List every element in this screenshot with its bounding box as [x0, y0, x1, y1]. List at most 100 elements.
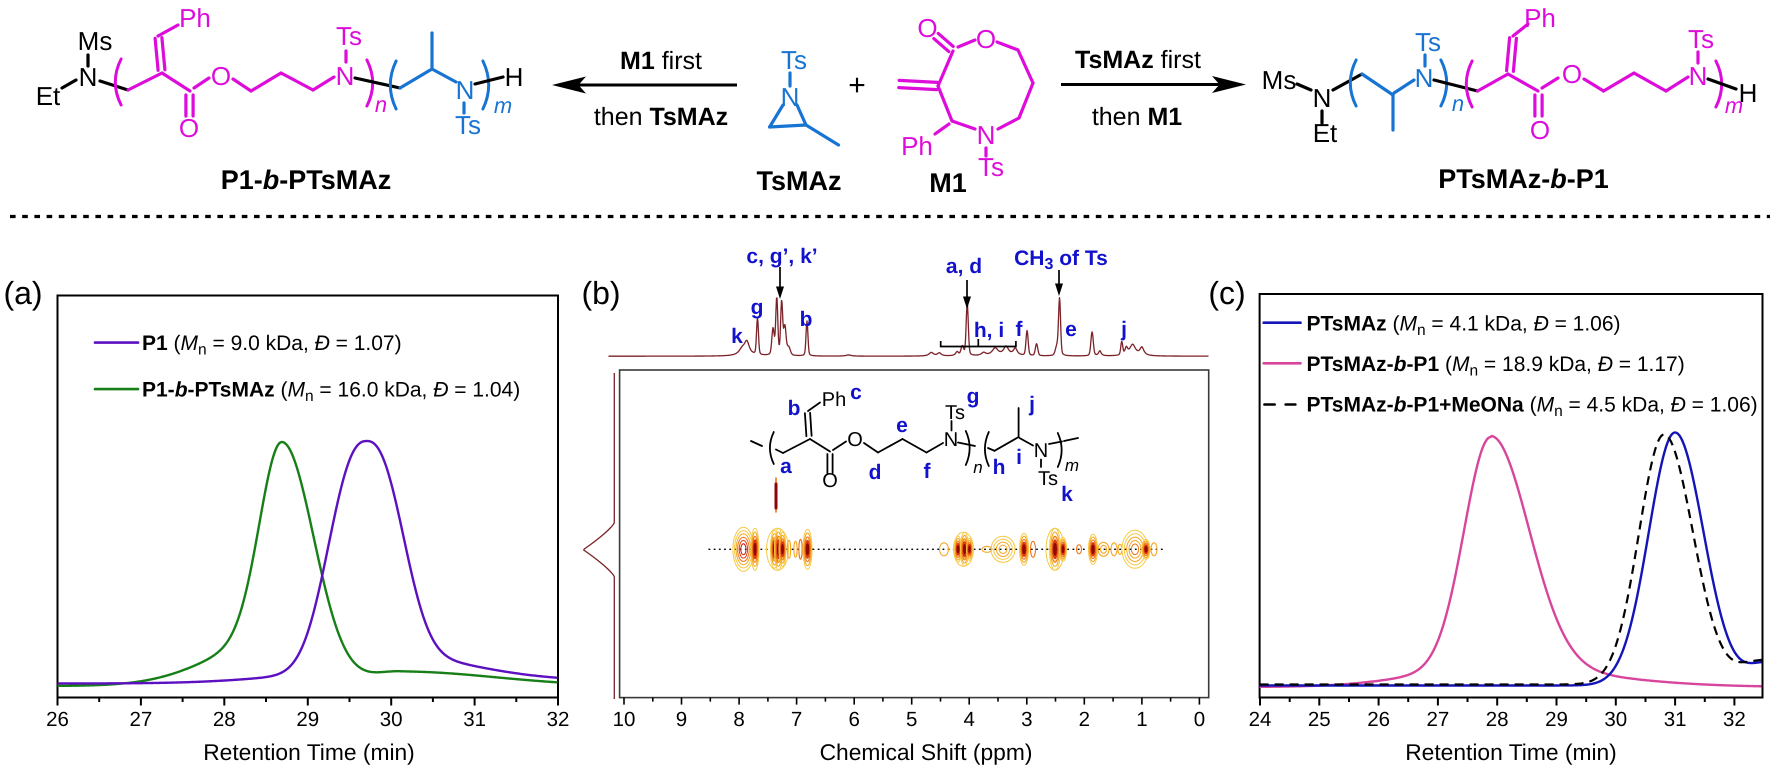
svg-text:27: 27 [129, 708, 152, 731]
svg-text:PTsMAz-b-P1+MeONa (Mn = 4.5 kD: PTsMAz-b-P1+MeONa (Mn = 4.5 kDa, Đ = 1.0… [1307, 394, 1758, 421]
svg-text:M1 first: M1 first [620, 47, 702, 75]
svg-text:29: 29 [1545, 708, 1568, 731]
svg-text:b: b [788, 397, 801, 420]
svg-text:7: 7 [791, 708, 802, 731]
svg-text:28: 28 [213, 708, 236, 731]
svg-text:Ts: Ts [781, 45, 807, 75]
svg-text:H: H [505, 62, 524, 92]
svg-text:(b): (b) [581, 275, 620, 311]
svg-text:31: 31 [1664, 708, 1687, 731]
svg-text:N: N [1415, 63, 1434, 93]
svg-text:m: m [1065, 456, 1079, 475]
svg-text:25: 25 [1308, 708, 1331, 731]
svg-text:N: N [336, 61, 355, 91]
svg-text:Ph: Ph [1524, 3, 1556, 33]
svg-text:31: 31 [463, 708, 486, 731]
svg-text:TsMAz first: TsMAz first [1075, 46, 1201, 74]
svg-text:5: 5 [906, 708, 917, 731]
svg-text:h, i: h, i [974, 319, 1004, 342]
svg-text:(a): (a) [3, 275, 42, 311]
svg-text:P1-b-PTsMAz: P1-b-PTsMAz [221, 165, 392, 195]
svg-text:Ts: Ts [1415, 27, 1441, 57]
svg-text:H: H [1739, 78, 1758, 108]
svg-text:Et: Et [1313, 118, 1338, 148]
svg-text:30: 30 [380, 708, 403, 731]
svg-text:26: 26 [1367, 708, 1390, 731]
svg-text:P1 (Mn = 9.0 kDa, Đ = 1.07): P1 (Mn = 9.0 kDa, Đ = 1.07) [142, 332, 402, 359]
svg-text:N: N [977, 120, 996, 150]
svg-text:g: g [967, 385, 980, 408]
svg-text:N: N [1034, 440, 1048, 462]
svg-text:PTsMAz-b-P1 (Mn = 18.9 kDa, Đ: PTsMAz-b-P1 (Mn = 18.9 kDa, Đ = 1.17) [1307, 353, 1685, 380]
svg-text:Ts: Ts [336, 21, 362, 51]
svg-text:M1: M1 [929, 168, 967, 198]
svg-text:N: N [456, 75, 475, 105]
svg-text:27: 27 [1426, 708, 1449, 731]
svg-text:Ts: Ts [1688, 24, 1714, 54]
svg-text:PTsMAz-b-P1: PTsMAz-b-P1 [1438, 164, 1609, 194]
svg-text:Ph: Ph [822, 389, 846, 411]
svg-text:Ts: Ts [978, 152, 1004, 182]
svg-text:a: a [780, 455, 792, 478]
svg-text:n: n [375, 92, 387, 117]
svg-text:O: O [917, 13, 937, 43]
svg-text:Ph: Ph [901, 131, 933, 161]
svg-text:N: N [79, 62, 98, 92]
svg-text:O: O [211, 61, 231, 91]
svg-text:28: 28 [1486, 708, 1509, 731]
svg-text:g: g [751, 296, 764, 319]
svg-text:(c): (c) [1208, 275, 1245, 311]
svg-text:Ms: Ms [78, 26, 113, 56]
svg-text:O: O [179, 113, 199, 143]
svg-text:8: 8 [733, 708, 744, 731]
svg-text:then TsMAz: then TsMAz [594, 103, 728, 131]
svg-text:c: c [850, 381, 862, 404]
svg-text:O: O [1530, 115, 1550, 145]
svg-text:j: j [1028, 393, 1035, 416]
svg-text:Ts: Ts [455, 110, 481, 140]
svg-text:f: f [1016, 318, 1024, 341]
svg-text:h: h [993, 456, 1006, 479]
svg-text:N: N [1689, 61, 1708, 91]
svg-text:TsMAz: TsMAz [757, 166, 842, 196]
svg-text:c, g’, k’: c, g’, k’ [746, 245, 817, 268]
svg-text:Retention Time (min): Retention Time (min) [1405, 739, 1617, 765]
svg-text:O: O [976, 24, 996, 54]
svg-text:0: 0 [1194, 708, 1205, 731]
svg-text:9: 9 [676, 708, 687, 731]
svg-text:n: n [973, 458, 982, 477]
svg-text:a, d: a, d [946, 255, 982, 278]
svg-text:+: + [848, 69, 866, 102]
svg-text:Ts: Ts [945, 402, 965, 424]
svg-text:m: m [1725, 93, 1743, 118]
svg-text:PTsMAz (Mn = 4.1 kDa, Đ = 1.06: PTsMAz (Mn = 4.1 kDa, Đ = 1.06) [1307, 312, 1621, 339]
svg-text:f: f [924, 460, 932, 483]
svg-text:4: 4 [963, 708, 974, 731]
svg-text:Ts: Ts [1038, 468, 1058, 490]
svg-text:P1-b-PTsMAz (Mn = 16.0 kDa, Đ: P1-b-PTsMAz (Mn = 16.0 kDa, Đ = 1.04) [142, 379, 520, 406]
svg-text:1: 1 [1136, 708, 1147, 731]
svg-text:e: e [1065, 318, 1077, 341]
svg-text:e: e [896, 414, 908, 437]
svg-text:Ph: Ph [179, 3, 211, 33]
svg-text:m: m [494, 93, 512, 118]
svg-text:10: 10 [613, 708, 636, 731]
svg-text:then M1: then M1 [1092, 103, 1182, 131]
svg-text:CH3 of Ts: CH3 of Ts [1014, 247, 1108, 273]
svg-text:30: 30 [1604, 708, 1627, 731]
svg-text:O: O [822, 470, 838, 492]
svg-text:29: 29 [296, 708, 319, 731]
svg-text:N: N [781, 82, 800, 112]
svg-text:Chemical Shift (ppm): Chemical Shift (ppm) [820, 739, 1033, 765]
svg-text:j: j [1120, 318, 1127, 341]
svg-text:N: N [1313, 83, 1332, 113]
svg-text:b: b [800, 308, 813, 331]
svg-text:N: N [944, 429, 958, 451]
svg-text:3: 3 [1021, 708, 1032, 731]
svg-text:32: 32 [1723, 708, 1746, 731]
svg-text:24: 24 [1249, 708, 1272, 731]
svg-text:Ms: Ms [1262, 65, 1297, 95]
svg-text:Et: Et [36, 81, 61, 111]
svg-text:k: k [731, 325, 743, 348]
svg-text:n: n [1452, 91, 1464, 116]
